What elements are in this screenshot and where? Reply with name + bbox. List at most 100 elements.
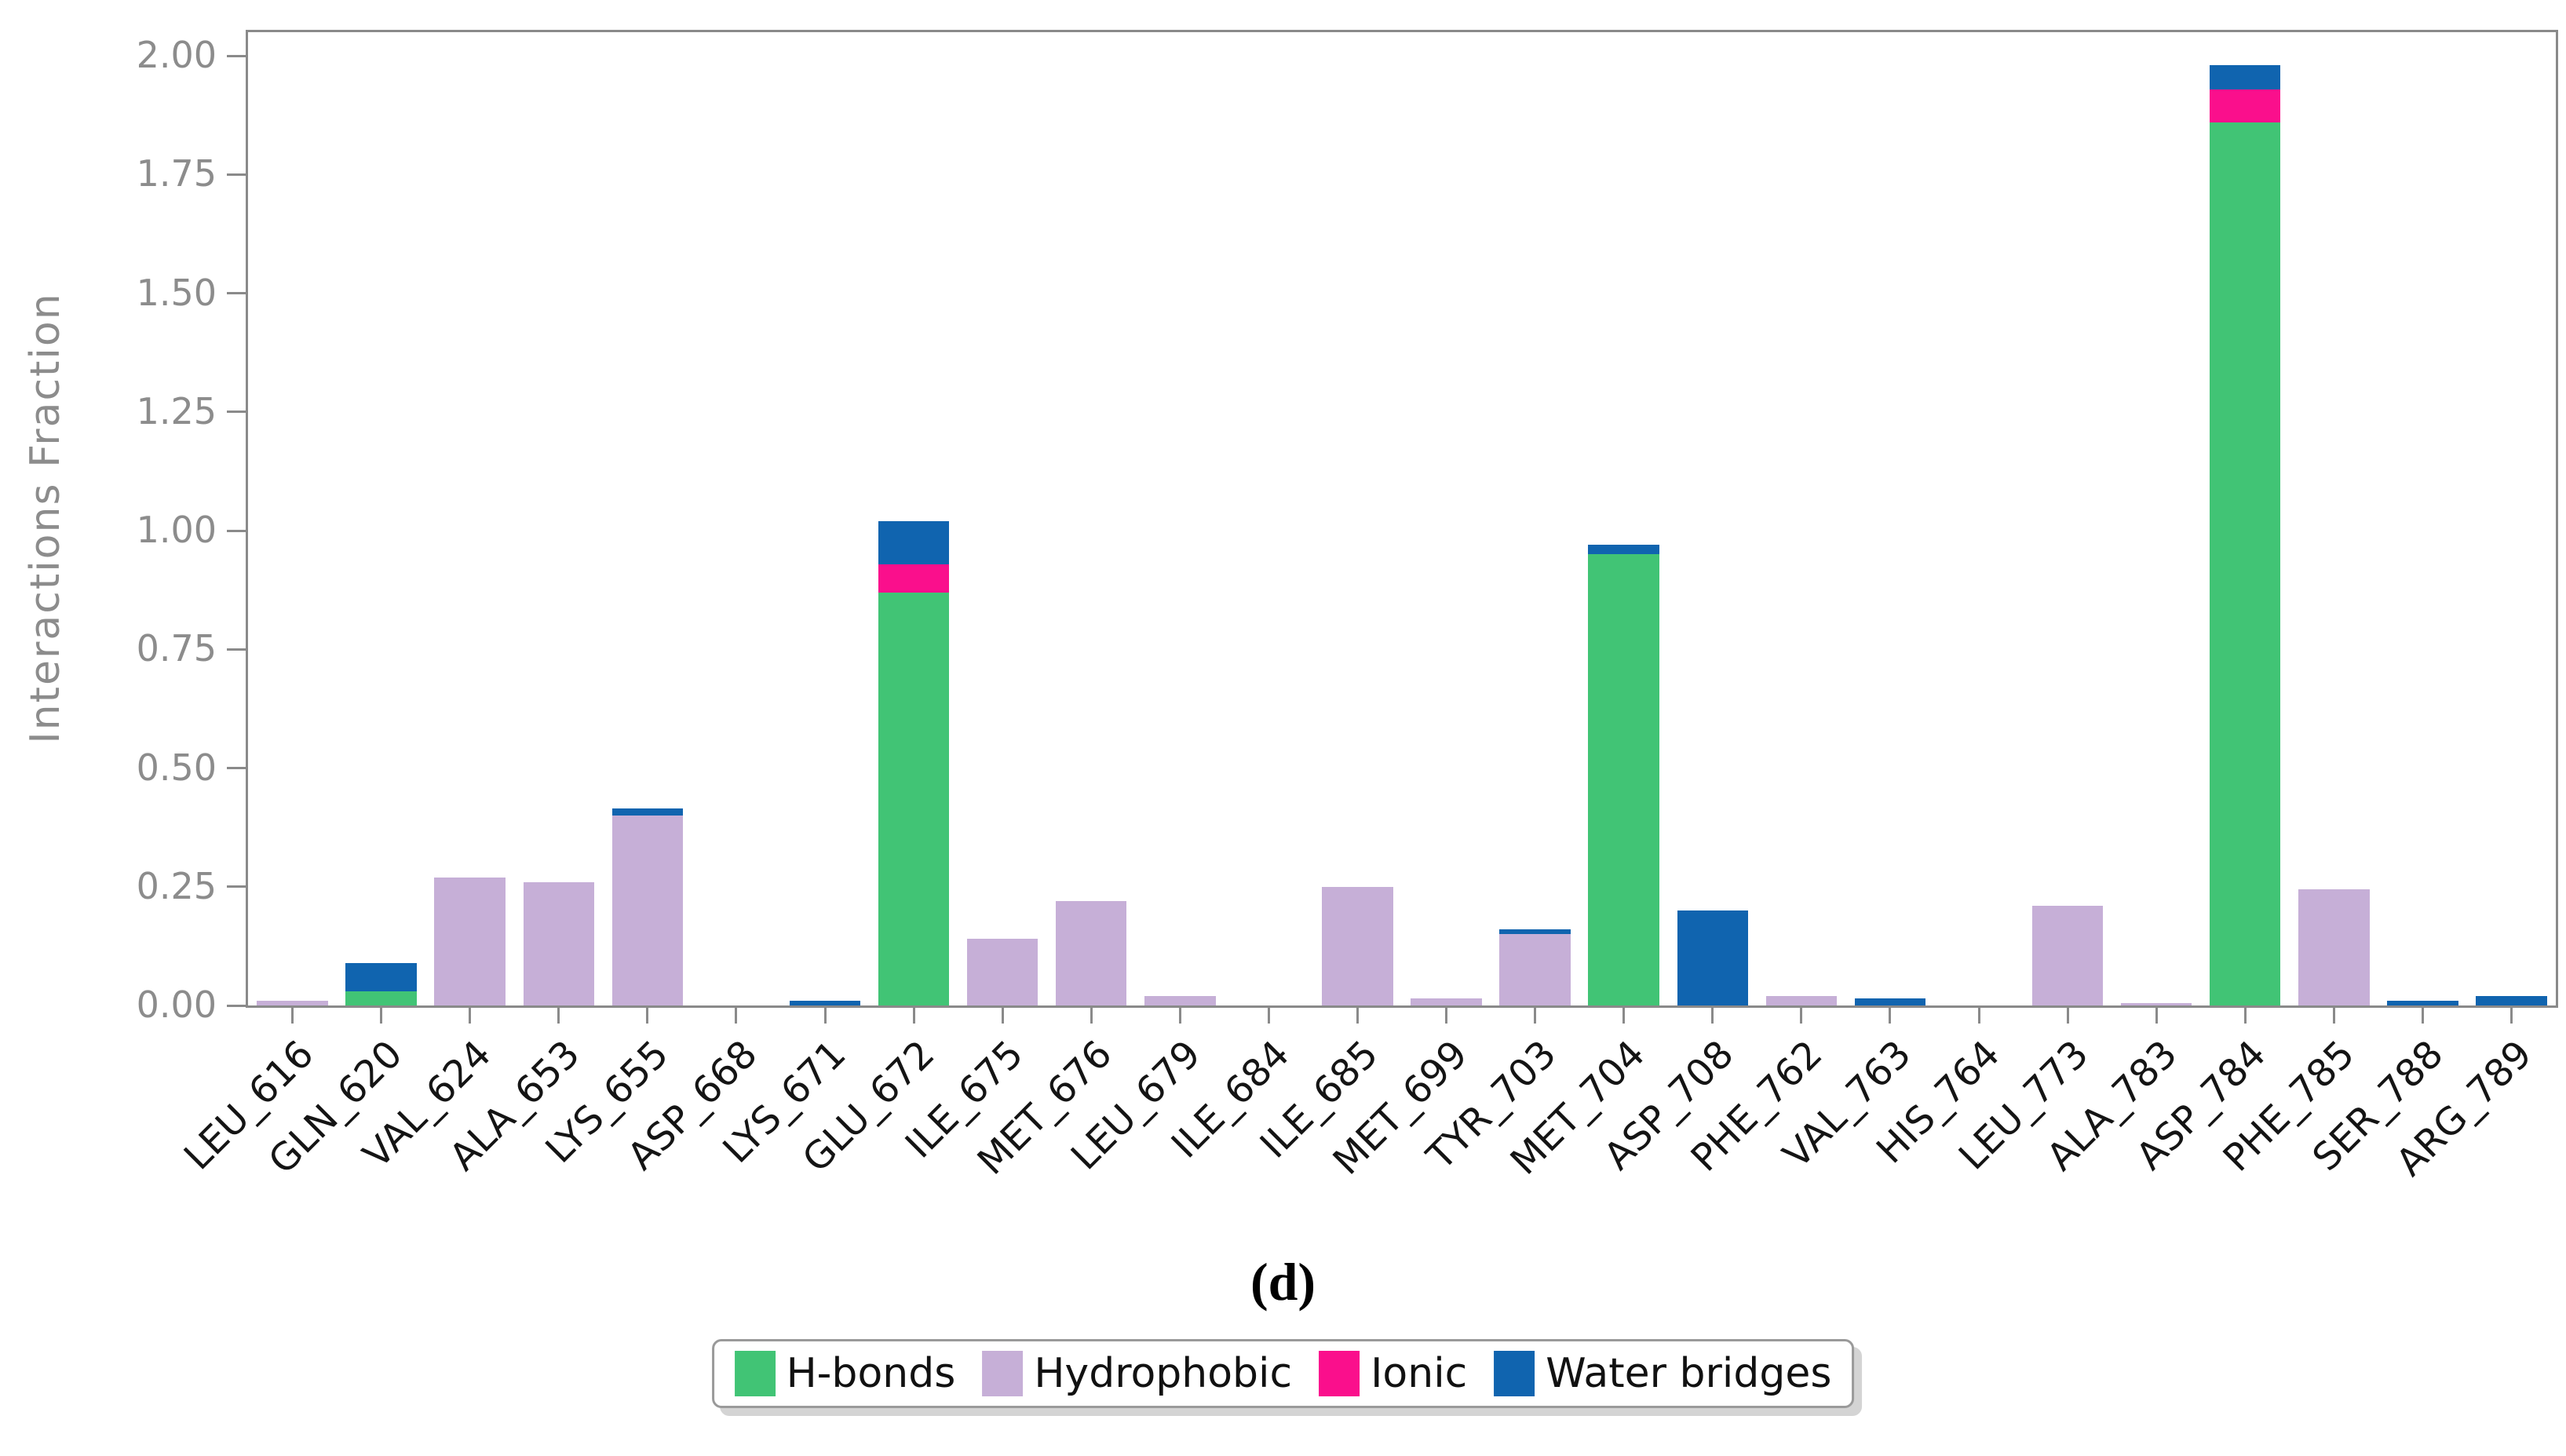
bar-LYS_655 <box>611 808 684 1005</box>
y-tick-label: 0.00 <box>136 983 217 1026</box>
x-tick-mark <box>1534 1005 1537 1024</box>
legend-swatch-icon <box>734 1351 776 1396</box>
legend-swatch-icon <box>1319 1351 1360 1396</box>
x-tick-mark <box>380 1005 383 1024</box>
bar-segment-water-bridges <box>878 521 950 564</box>
x-tick-mark <box>735 1005 738 1024</box>
bar-segment-hydrophobic <box>2031 906 2104 1005</box>
bar-segment-water-bridges <box>2387 1001 2458 1005</box>
legend-label: Hydrophobic <box>1034 1350 1293 1397</box>
bar-ILE_685 <box>1322 886 1393 1005</box>
bar-segment-hydrophobic <box>1765 995 1838 1005</box>
y-tick-label: 1.50 <box>136 271 217 314</box>
bar-LYS_671 <box>789 1001 861 1005</box>
panel-caption: (d) <box>1250 1252 1316 1312</box>
bar-segment-hydrophobic <box>2120 1003 2192 1005</box>
bar-ALA_653 <box>523 881 594 1005</box>
x-tick-mark <box>1090 1005 1093 1024</box>
bar-segment-ionic <box>878 564 950 593</box>
x-tick-mark <box>1711 1005 1714 1024</box>
bar-segment-hydrophobic <box>1056 900 1127 1005</box>
bar-MET_704 <box>1588 545 1659 1005</box>
bar-segment-water-bridges <box>2476 995 2547 1005</box>
x-tick-mark <box>2332 1005 2335 1024</box>
x-tick-mark <box>469 1005 472 1024</box>
bar-TYR_703 <box>1499 929 1571 1005</box>
legend-label: H-bonds <box>786 1350 956 1397</box>
legend-label: Water bridges <box>1546 1350 1832 1397</box>
legend-item-water-bridges: Water bridges <box>1494 1351 1831 1396</box>
x-tick-mark <box>912 1005 915 1024</box>
bar-LEU_773 <box>2031 906 2104 1005</box>
y-tick-label: 0.75 <box>136 627 217 670</box>
bar-segment-water-bridges <box>2210 65 2281 89</box>
bar-PHE_785 <box>2298 889 2370 1005</box>
x-tick-mark <box>646 1005 649 1024</box>
bar-segment-water-bridges <box>1854 998 1926 1005</box>
bar-segment-hydrophobic <box>2298 889 2370 1005</box>
y-tick-label: 2.00 <box>136 34 217 77</box>
bar-ILE_675 <box>966 939 1038 1005</box>
legend-label: Ionic <box>1371 1350 1468 1397</box>
y-tick-mark <box>227 1004 246 1007</box>
bar-segment-ionic <box>2210 89 2281 122</box>
x-tick-mark <box>1622 1005 1626 1024</box>
y-tick-mark <box>227 411 246 414</box>
legend-swatch-icon <box>1494 1351 1535 1396</box>
x-tick-mark <box>1356 1005 1359 1024</box>
bar-segment-hydrophobic <box>523 881 594 1005</box>
x-tick-mark <box>823 1005 827 1024</box>
x-tick-mark <box>557 1005 560 1024</box>
bar-segment-water-bridges <box>789 1001 861 1005</box>
plot-area: 0.00 0.25 0.50 0.75 1.00 1.25 1.50 1.75 2.00 LEU_… <box>137 30 2558 1184</box>
y-tick-label: 1.75 <box>136 152 217 195</box>
x-tick-mark <box>1977 1005 1980 1024</box>
bar-GLU_672 <box>878 521 950 1005</box>
y-tick-mark <box>227 173 246 176</box>
y-axis-title: Interactions Fraction <box>22 292 69 744</box>
bar-segment-hydrophobic <box>1411 998 1482 1005</box>
bar-segment-hydrophobic <box>1499 934 1571 1005</box>
bar-segment-water-bridges <box>1588 545 1659 555</box>
bar-segment-h-bonds <box>2210 122 2281 1005</box>
y-tick-label: 0.25 <box>136 864 217 907</box>
bar-LEU_679 <box>1144 995 1216 1005</box>
x-tick-mark <box>1267 1005 1270 1024</box>
bar-LEU_616 <box>257 1001 328 1005</box>
bar-segment-hydrophobic <box>1322 886 1393 1005</box>
bar-ARG_789 <box>2476 995 2547 1005</box>
bar-ASP_708 <box>1677 910 1748 1005</box>
bar-segment-hydrophobic <box>966 939 1038 1005</box>
x-tick-mark <box>1889 1005 1892 1024</box>
x-tick-mark <box>291 1005 294 1024</box>
bar-MET_676 <box>1056 900 1127 1005</box>
bar-segment-hydrophobic <box>434 877 506 1005</box>
bar-segment-water-bridges <box>1499 929 1571 935</box>
legend-swatch-icon <box>982 1351 1024 1396</box>
legend: H-bonds Hydrophobic Ionic Water bridges <box>711 1339 1855 1408</box>
x-tick-mark <box>2066 1005 2069 1024</box>
y-tick-mark <box>227 529 246 532</box>
x-tick-mark <box>2243 1005 2247 1024</box>
y-tick-label: 0.50 <box>136 746 217 789</box>
x-tick-mark <box>2421 1005 2424 1024</box>
bar-segment-hydrophobic <box>1144 995 1216 1005</box>
bar-GLN_620 <box>345 962 417 1005</box>
bar-ALA_783 <box>2120 1003 2192 1005</box>
y-tick-mark <box>227 648 246 651</box>
y-tick-label: 1.00 <box>136 509 217 552</box>
legend-item-h-bonds: H-bonds <box>734 1350 956 1397</box>
bar-segment-h-bonds <box>345 991 417 1005</box>
y-tick-label: 1.25 <box>136 389 217 432</box>
bar-segment-h-bonds <box>878 592 950 1005</box>
x-tick-mark <box>1445 1005 1448 1024</box>
bar-MET_699 <box>1411 998 1482 1005</box>
y-tick-mark <box>227 885 246 889</box>
legend-item-hydrophobic: Hydrophobic <box>982 1351 1292 1396</box>
bar-segment-water-bridges <box>611 808 684 816</box>
x-tick-mark <box>1178 1005 1181 1024</box>
bar-VAL_624 <box>434 877 506 1005</box>
bar-segment-hydrophobic <box>611 816 684 1005</box>
bar-ASP_784 <box>2210 65 2281 1005</box>
